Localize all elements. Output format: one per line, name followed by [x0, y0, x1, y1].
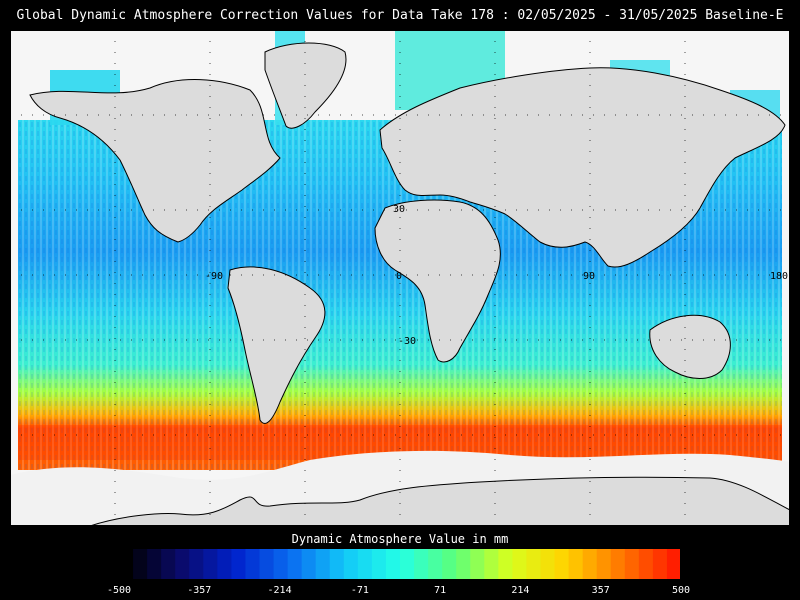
colorbar-tick-label: 500: [671, 585, 691, 596]
colorbar-cell: [287, 548, 303, 580]
colorbar-cell: [638, 548, 654, 580]
land-antarctica: [89, 476, 790, 526]
colorbar-cell: [652, 548, 668, 580]
colorbar-tick-label: -357: [187, 585, 212, 596]
land-south-america: [227, 266, 326, 424]
colorbar-cell: [568, 548, 584, 580]
lat-label-minus-30: -30: [398, 336, 416, 347]
colorbar-tick-label: -214: [267, 585, 292, 596]
colorbar-cell: [610, 548, 626, 580]
colorbar-cell: [189, 548, 204, 580]
land-eurasia: [379, 67, 786, 268]
colorbar-tick-label: -71: [350, 585, 369, 596]
colorbar-cell: [442, 548, 457, 580]
colorbar-cell: [329, 548, 345, 580]
colorbar-cell: [357, 548, 373, 580]
colorbar-cell: [119, 548, 134, 580]
colorbar-cell: [540, 548, 556, 580]
colorbar: [119, 548, 681, 580]
colorbar-cell: [315, 548, 331, 580]
colorbar-cell: [512, 548, 527, 580]
colorbar-cell: [217, 548, 232, 580]
colorbar-cell: [428, 548, 443, 580]
colorbar-tick-label: 357: [591, 585, 610, 596]
colorbar-cell: [147, 548, 162, 580]
map-panel: 30 -30 -90 0 90 180: [10, 30, 790, 526]
land-north-america: [29, 79, 281, 243]
colorbar-cell: [301, 548, 317, 580]
colorbar-cell: [456, 548, 471, 580]
colorbar-cell: [161, 548, 176, 580]
colorbar-cell: [343, 548, 359, 580]
colorbar-cell: [498, 548, 513, 580]
colorbar-cell: [259, 548, 275, 580]
graticule: [10, 30, 790, 526]
land-africa: [374, 199, 501, 363]
land-australia: [649, 314, 731, 379]
colorbar-cell: [385, 548, 401, 580]
colorbar-cell: [203, 548, 218, 580]
colorbar-tick-label: 71: [434, 585, 447, 596]
lat-label-30: 30: [393, 204, 405, 215]
colorbar-cell: [624, 548, 640, 580]
colorbar-cell: [414, 548, 429, 580]
colorbar-cell: [554, 548, 570, 580]
lon-label-180: 180: [770, 271, 788, 282]
map-frame: [10, 30, 790, 526]
colorbar-cell: [484, 548, 499, 580]
colorbar-cell: [596, 548, 612, 580]
colorbar-tick-label: -500: [106, 585, 132, 596]
map-title: Global Dynamic Atmosphere Correction Val…: [16, 8, 784, 23]
colorbar-tick-label: 214: [511, 585, 530, 596]
colorbar-cell: [470, 548, 485, 580]
colorbar-cell: [133, 548, 148, 580]
colorbar-cell: [273, 548, 289, 580]
colorbar-cell: [666, 548, 681, 580]
lon-label-0: 0: [396, 271, 402, 282]
lon-label-90: 90: [583, 271, 595, 282]
colorbar-cell: [400, 548, 415, 580]
colorbar-cell: [231, 548, 246, 580]
colorbar-cell: [175, 548, 190, 580]
colorbar-cell: [371, 548, 387, 580]
colorbar-cell: [526, 548, 541, 580]
colorbar-cell: [582, 548, 598, 580]
lon-label-minus-90: -90: [205, 271, 223, 282]
colorbar-title: Dynamic Atmosphere Value in mm: [291, 532, 509, 546]
colorbar-cell: [245, 548, 260, 580]
